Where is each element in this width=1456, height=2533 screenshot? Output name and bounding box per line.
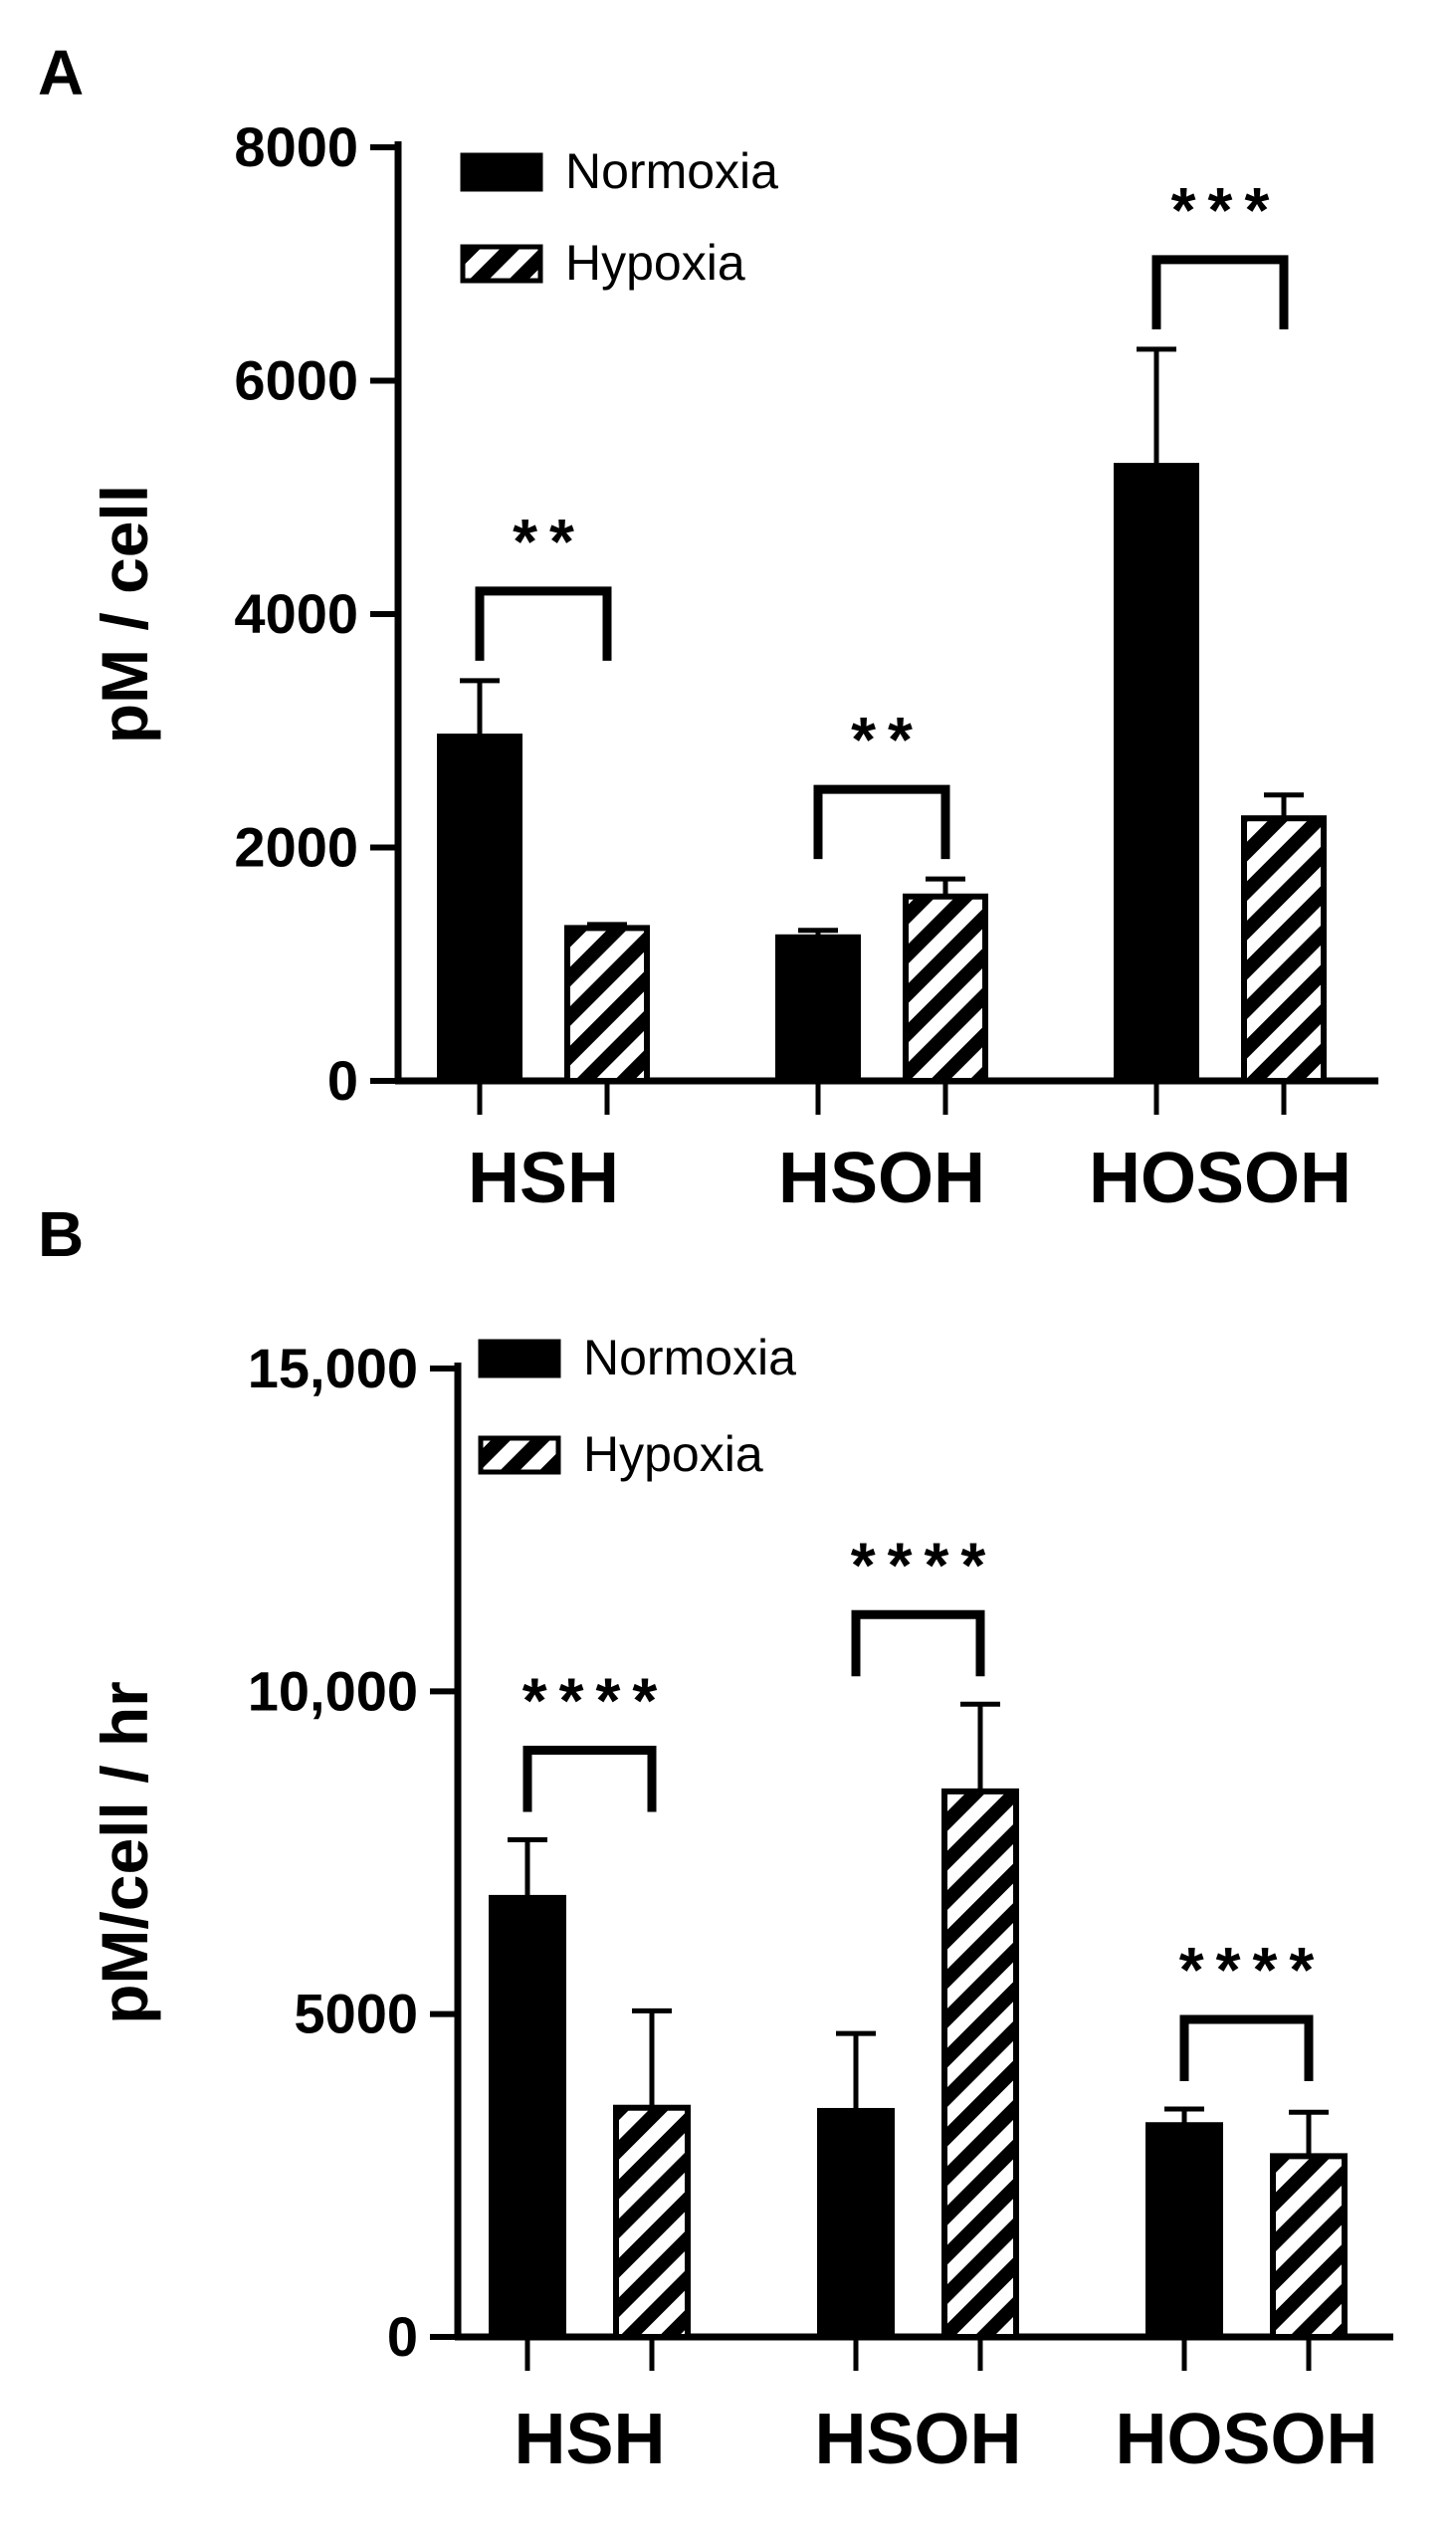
y-tick-label: 5000 bbox=[294, 1983, 418, 2045]
bar-hypoxia bbox=[564, 925, 650, 1085]
bar-hypoxia bbox=[613, 2104, 691, 2341]
significance-bracket bbox=[522, 1746, 657, 1812]
x-category-label: HSH bbox=[468, 1139, 619, 1218]
x-category-label: HSH bbox=[514, 2400, 665, 2479]
legend-swatch-normoxia bbox=[478, 1339, 561, 1378]
legend-label-hypoxia: Hypoxia bbox=[565, 235, 745, 291]
significance-stars: *** bbox=[1171, 174, 1282, 246]
y-tick-label: 4000 bbox=[234, 582, 358, 645]
significance-bracket bbox=[851, 1609, 985, 1677]
y-tick-label: 10,000 bbox=[248, 1659, 418, 1722]
significance-stars: ** bbox=[513, 506, 586, 577]
significance-stars: **** bbox=[851, 1529, 998, 1600]
bar-normoxia bbox=[817, 2107, 895, 2340]
panel-b-chart: 0 5000 10,000 15,000 pM/cell / hr HSH **** HSOH… bbox=[88, 1330, 1393, 2479]
significance-bracket bbox=[813, 784, 950, 860]
legend-swatch-hypoxia bbox=[460, 244, 543, 284]
y-axis-label: pM/cell / hr bbox=[88, 1681, 161, 2024]
significance-bracket bbox=[1151, 255, 1289, 329]
bar-hypoxia bbox=[1270, 2153, 1348, 2340]
bar-normoxia bbox=[489, 1894, 566, 2340]
significance-stars: **** bbox=[522, 1665, 670, 1737]
significance-stars: ** bbox=[851, 704, 925, 775]
y-tick-label: 2000 bbox=[234, 816, 358, 879]
x-category-label: HOSOH bbox=[1089, 1139, 1352, 1218]
x-category-label: HSOH bbox=[814, 2400, 1021, 2479]
x-category-label: HSOH bbox=[778, 1139, 985, 1218]
bar-hypoxia bbox=[941, 1788, 1019, 2341]
y-tick-label: 0 bbox=[327, 1049, 358, 1112]
significance-bracket bbox=[475, 586, 612, 661]
legend-label-hypoxia: Hypoxia bbox=[583, 1426, 763, 1482]
x-category-label: HOSOH bbox=[1115, 2400, 1377, 2479]
bar-normoxia bbox=[1114, 463, 1199, 1084]
panel-b-letter: B bbox=[38, 1198, 84, 1270]
y-tick-label: 15,000 bbox=[248, 1337, 418, 1399]
y-tick-label: 6000 bbox=[234, 349, 358, 412]
bar-normoxia bbox=[1145, 2122, 1223, 2340]
legend-label-normoxia: Normoxia bbox=[565, 143, 778, 199]
y-tick-label: 0 bbox=[387, 2305, 418, 2368]
bar-normoxia bbox=[775, 934, 861, 1084]
bar-hypoxia bbox=[903, 893, 988, 1084]
panel-a-chart: 0 2000 4000 6000 8000 pM / cell HSH ** HSOH ** HOS… bbox=[88, 115, 1378, 1218]
legend-swatch-hypoxia bbox=[478, 1435, 561, 1475]
significance-stars: **** bbox=[1179, 1934, 1327, 2005]
legend-label-normoxia: Normoxia bbox=[583, 1330, 796, 1385]
bar-hypoxia bbox=[1241, 815, 1327, 1084]
panel-a-letter: A bbox=[38, 37, 84, 108]
bar-normoxia bbox=[437, 734, 522, 1084]
y-tick-label: 8000 bbox=[234, 115, 358, 178]
significance-bracket bbox=[1179, 2014, 1314, 2082]
legend-swatch-normoxia bbox=[460, 152, 543, 192]
y-axis-label: pM / cell bbox=[88, 485, 161, 743]
